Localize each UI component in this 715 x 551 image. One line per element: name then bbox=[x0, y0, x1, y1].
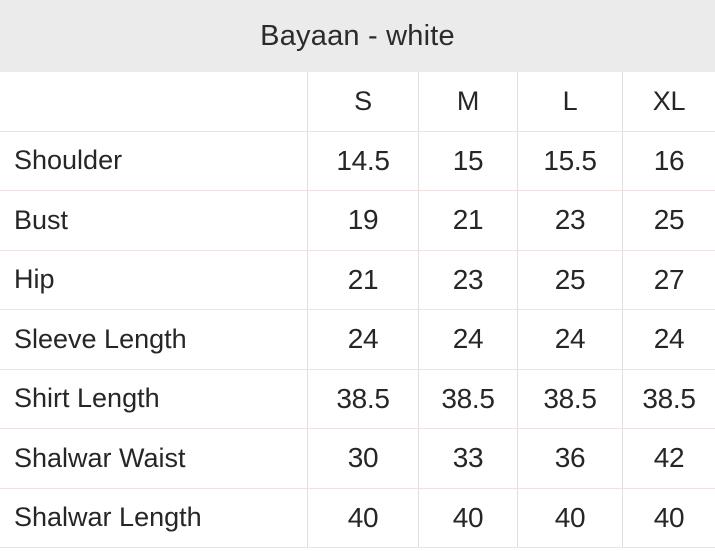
size-value-cell: 38.5 bbox=[622, 369, 715, 428]
size-value-cell: 38.5 bbox=[307, 369, 418, 428]
measurement-row-shoulder: Shoulder 14.5 15 15.5 16 bbox=[0, 131, 715, 191]
chart-title-bar: Bayaan - white bbox=[0, 0, 715, 72]
measurement-label: Bust bbox=[14, 204, 69, 235]
measurement-row-shalwar-length: Shalwar Length 40 40 40 40 bbox=[0, 488, 715, 548]
size-value-cell: 25 bbox=[517, 250, 622, 309]
size-value-cell: 38.5 bbox=[418, 369, 517, 428]
measurement-row-sleeve-length: Sleeve Length 24 24 24 24 bbox=[0, 310, 715, 370]
size-value-cell: 40 bbox=[307, 488, 418, 547]
size-header-s: S bbox=[307, 72, 418, 131]
measurement-label: Shalwar Length bbox=[14, 502, 202, 533]
measurement-label: Shalwar Waist bbox=[14, 442, 186, 473]
size-value-cell: 21 bbox=[307, 250, 418, 309]
measurement-label: Shoulder bbox=[14, 145, 123, 176]
size-chart-body: S M L XL Shoulder 14.5 15 15.5 16 Bust 1… bbox=[0, 72, 715, 548]
measurement-row-hip: Hip 21 23 25 27 bbox=[0, 250, 715, 310]
size-value-cell: 23 bbox=[517, 191, 622, 250]
measurement-row-shalwar-waist: Shalwar Waist 30 33 36 42 bbox=[0, 429, 715, 489]
size-value-cell: 36 bbox=[517, 429, 622, 488]
size-value-cell: 24 bbox=[418, 310, 517, 369]
measurement-label: Hip bbox=[14, 264, 55, 295]
size-value-cell: 21 bbox=[418, 191, 517, 250]
size-value-cell: 14.5 bbox=[307, 131, 418, 190]
size-header-empty-cell bbox=[0, 72, 307, 131]
size-value-cell: 15 bbox=[418, 131, 517, 190]
measurement-label: Sleeve Length bbox=[14, 323, 187, 354]
size-value-cell: 40 bbox=[517, 488, 622, 547]
size-header-xl: XL bbox=[622, 72, 715, 131]
measurement-row-shirt-length: Shirt Length 38.5 38.5 38.5 38.5 bbox=[0, 369, 715, 429]
size-value-cell: 40 bbox=[418, 488, 517, 547]
size-header-row: S M L XL bbox=[0, 72, 715, 132]
size-value-cell: 24 bbox=[517, 310, 622, 369]
size-value-cell: 24 bbox=[622, 310, 715, 369]
size-value-cell: 23 bbox=[418, 250, 517, 309]
size-value-cell: 38.5 bbox=[517, 369, 622, 428]
size-value-cell: 16 bbox=[622, 131, 715, 190]
size-header-m: M bbox=[418, 72, 517, 131]
size-value-cell: 40 bbox=[622, 488, 715, 547]
size-value-cell: 33 bbox=[418, 429, 517, 488]
size-value-cell: 30 bbox=[307, 429, 418, 488]
measurement-label: Shirt Length bbox=[14, 383, 160, 414]
chart-title: Bayaan - white bbox=[260, 19, 455, 52]
size-value-cell: 19 bbox=[307, 191, 418, 250]
size-header-l: L bbox=[517, 72, 622, 131]
size-value-cell: 25 bbox=[622, 191, 715, 250]
size-value-cell: 24 bbox=[307, 310, 418, 369]
size-value-cell: 15.5 bbox=[517, 131, 622, 190]
size-value-cell: 27 bbox=[622, 250, 715, 309]
measurement-row-bust: Bust 19 21 23 25 bbox=[0, 191, 715, 251]
size-value-cell: 42 bbox=[622, 429, 715, 488]
